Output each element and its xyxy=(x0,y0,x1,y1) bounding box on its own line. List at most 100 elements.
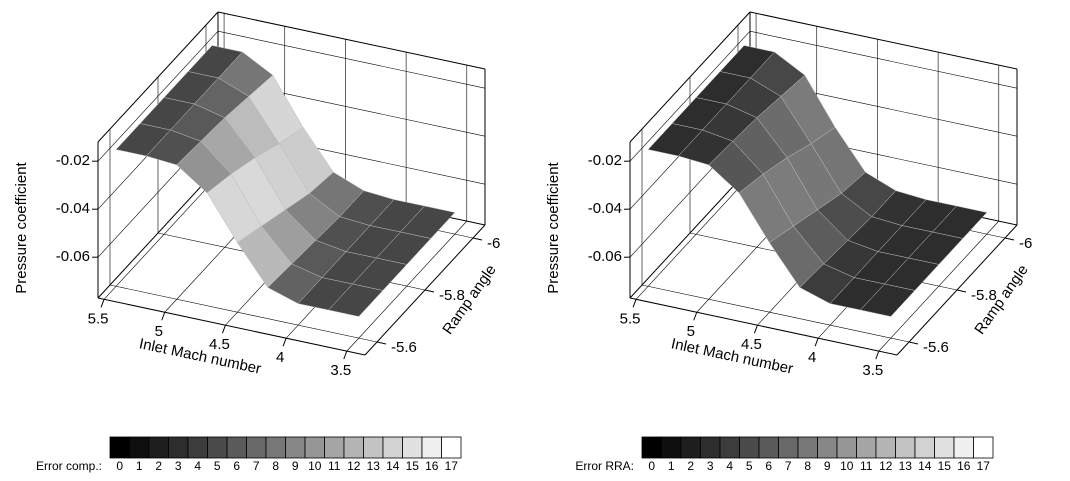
colorbar-swatch xyxy=(914,436,935,459)
x-tick-label: 5.5 xyxy=(620,310,641,327)
grid-line xyxy=(109,284,378,343)
y-tick-label: -5.8 xyxy=(439,287,465,304)
colorbar-swatch xyxy=(758,436,779,459)
colorbar-swatch xyxy=(421,436,442,459)
colorbar-tick-label: 12 xyxy=(347,459,361,473)
tick-mark xyxy=(343,350,348,360)
colorbar-tick-label: 5 xyxy=(746,459,753,473)
box-edge xyxy=(217,11,486,70)
z-axis-label: Pressure coefficient xyxy=(545,161,562,293)
colorbar-tick-label: 17 xyxy=(977,459,991,473)
colorbar-tick-label: 9 xyxy=(292,459,299,473)
tick-mark xyxy=(908,341,919,345)
colorbar-tick-label: 9 xyxy=(824,459,831,473)
z-tick-label: -0.06 xyxy=(56,248,90,265)
tick-mark xyxy=(875,350,880,360)
y-tick-label: -5.6 xyxy=(391,339,417,356)
colorbar-swatch xyxy=(700,436,721,459)
x-tick-label: 5 xyxy=(687,323,695,340)
colorbar-tick-label: 13 xyxy=(367,459,381,473)
colorbar-tick-label: 15 xyxy=(938,459,952,473)
box-edge xyxy=(629,297,898,356)
colorbar-tick-label: 16 xyxy=(425,459,439,473)
colorbar-swatch xyxy=(285,436,306,459)
colorbar-swatch xyxy=(778,436,799,459)
colorbar-tick-label: 14 xyxy=(386,459,400,473)
colorbar-tick-label: 15 xyxy=(406,459,420,473)
colorbar-tick-label: 6 xyxy=(765,459,772,473)
y-tick-label: -5.8 xyxy=(971,287,997,304)
colorbar-swatch xyxy=(129,436,150,459)
z-tick-label: -0.04 xyxy=(56,200,90,217)
z-tick-label: -0.02 xyxy=(588,152,622,169)
tick-mark xyxy=(1004,237,1015,241)
grid-line xyxy=(749,30,1018,89)
colorbar-tick-label: 1 xyxy=(668,459,675,473)
colorbar-tick-label: 6 xyxy=(233,459,240,473)
z-tick-label: -0.04 xyxy=(588,200,622,217)
tick-mark xyxy=(424,289,435,293)
colorbar-swatch xyxy=(265,436,286,459)
colorbar-tick-label: 4 xyxy=(194,459,201,473)
colorbar-tick-label: 3 xyxy=(707,459,714,473)
x-tick-label: 5.5 xyxy=(88,310,109,327)
tick-mark xyxy=(814,337,819,347)
x-tick-label: 4.5 xyxy=(741,336,762,353)
colorbar-swatch xyxy=(207,436,228,459)
z-tick-label: -0.06 xyxy=(588,248,622,265)
colorbar-swatch xyxy=(168,436,189,459)
colorbar-tick-label: 14 xyxy=(918,459,932,473)
colorbar-swatch xyxy=(641,436,662,459)
colorbar-swatch xyxy=(148,436,169,459)
colorbar-swatch xyxy=(953,436,974,459)
colorbar-swatch xyxy=(402,436,423,459)
colorbar-tick-label: 0 xyxy=(116,459,123,473)
colorbar-label: Error RRA: xyxy=(575,459,634,473)
colorbar-tick-label: 10 xyxy=(840,459,854,473)
colorbar-swatch xyxy=(187,436,208,459)
colorbar-tick-label: 11 xyxy=(860,459,873,473)
tick-mark xyxy=(472,237,483,241)
colorbar-tick-label: 1 xyxy=(136,459,143,473)
y-tick-label: -5.6 xyxy=(923,339,949,356)
colorbar-swatch xyxy=(246,436,267,459)
colorbar-swatch xyxy=(973,436,994,459)
colorbar-tick-label: 17 xyxy=(445,459,459,473)
colorbar-swatch xyxy=(856,436,877,459)
z-axis-label: Pressure coefficient xyxy=(13,161,30,293)
y-tick-label: -6 xyxy=(1019,235,1032,252)
colorbar-swatch xyxy=(875,436,896,459)
colorbar-swatch xyxy=(324,436,345,459)
z-tick-label: -0.02 xyxy=(56,152,90,169)
colorbar-swatch xyxy=(226,436,247,459)
colorbar-tick-label: 8 xyxy=(804,459,811,473)
tick-mark xyxy=(376,341,387,345)
box-edge xyxy=(97,297,366,356)
tick-mark xyxy=(753,325,758,334)
tick-mark xyxy=(956,289,967,293)
tick-mark xyxy=(221,325,226,334)
colorbar-tick-label: 7 xyxy=(253,459,260,473)
colorbar-tick-label: 7 xyxy=(785,459,792,473)
colorbar-tick-label: 0 xyxy=(648,459,655,473)
tick-mark xyxy=(693,312,698,321)
colorbar-tick-label: 16 xyxy=(957,459,971,473)
colorbar-tick-label: 3 xyxy=(175,459,182,473)
y-tick-label: -6 xyxy=(487,235,500,252)
colorbar-swatch xyxy=(836,436,857,459)
colorbar-tick-label: 5 xyxy=(214,459,221,473)
grid-line xyxy=(97,30,219,162)
x-tick-label: 4 xyxy=(276,349,284,366)
grid-line xyxy=(641,284,910,343)
x-tick-label: 5 xyxy=(155,323,163,340)
colorbar-swatch xyxy=(661,436,682,459)
x-tick-label: 4 xyxy=(808,349,816,366)
colorbar-swatch xyxy=(109,436,130,459)
colorbar-swatch xyxy=(797,436,818,459)
colorbar-tick-label: 8 xyxy=(272,459,279,473)
colorbar-swatch xyxy=(382,436,403,459)
colorbar-tick-label: 10 xyxy=(308,459,322,473)
tick-mark xyxy=(632,299,637,308)
colorbar-swatch xyxy=(739,436,760,459)
colorbar-swatch xyxy=(304,436,325,459)
